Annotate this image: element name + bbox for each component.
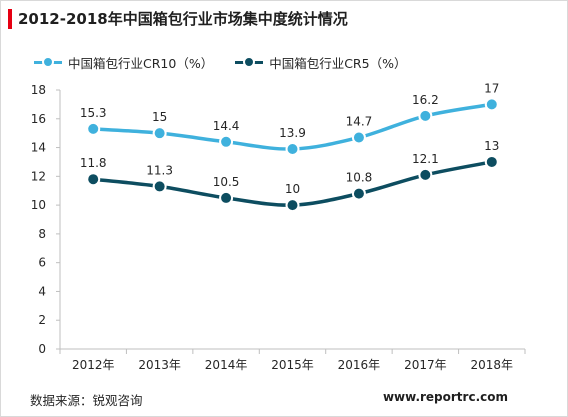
x-tick-label: 2013年 [138, 358, 181, 372]
data-point [152, 126, 167, 141]
y-tick-label: 2 [38, 313, 46, 327]
data-label: 17 [484, 81, 499, 95]
legend-swatch-cr10 [34, 56, 62, 68]
data-point [285, 198, 300, 213]
data-label: 10 [285, 182, 300, 196]
data-label: 11.3 [146, 163, 173, 177]
data-label: 13 [484, 139, 499, 153]
data-point [484, 97, 499, 112]
y-tick-label: 16 [31, 112, 46, 126]
y-tick-label: 0 [38, 342, 46, 356]
data-label: 14.4 [213, 119, 240, 133]
data-point [484, 154, 499, 169]
x-tick-label: 2018年 [471, 358, 514, 372]
x-tick-label: 2016年 [338, 358, 381, 372]
data-point [219, 190, 234, 205]
data-label: 12.1 [412, 152, 439, 166]
data-point [219, 134, 234, 149]
data-label: 15 [152, 110, 167, 124]
y-tick-label: 6 [38, 256, 46, 270]
data-point [285, 141, 300, 156]
data-point [351, 130, 366, 145]
legend-label-cr10: 中国箱包行业CR10（%） [68, 55, 214, 71]
data-point [418, 108, 433, 123]
data-label: 16.2 [412, 93, 439, 107]
data-label: 10.8 [346, 171, 373, 185]
legend-item-cr10: 中国箱包行业CR10（%） [34, 53, 213, 72]
y-tick-label: 4 [38, 284, 46, 298]
source-note: 数据来源：锐观咨询 [30, 393, 143, 408]
legend: 中国箱包行业CR10（%） 中国箱包行业CR5（%） [34, 52, 406, 72]
data-label: 15.3 [80, 106, 107, 120]
x-tick-label: 2014年 [205, 358, 248, 372]
chart-title: 2012-2018年中国箱包行业市场集中度统计情况 [18, 10, 348, 28]
title-accent-bar [8, 9, 12, 29]
data-point [86, 172, 101, 187]
y-tick-label: 14 [31, 141, 46, 155]
y-tick-label: 10 [31, 198, 46, 212]
data-label: 10.5 [213, 175, 240, 189]
legend-item-cr5: 中国箱包行业CR5（%） [235, 53, 406, 72]
x-tick-label: 2012年 [72, 358, 115, 372]
data-point [351, 186, 366, 201]
x-tick-label: 2015年 [271, 358, 314, 372]
data-point [152, 179, 167, 194]
data-label: 13.9 [279, 126, 306, 140]
data-point [86, 121, 101, 136]
legend-label-cr5: 中国箱包行业CR5（%） [269, 55, 407, 71]
y-tick-label: 18 [31, 83, 46, 97]
data-label: 14.7 [346, 114, 373, 128]
y-tick-label: 8 [38, 227, 46, 241]
data-point [418, 167, 433, 182]
website-link[interactable]: www.reportrc.com [382, 390, 508, 404]
x-tick-label: 2017年 [404, 358, 447, 372]
data-label: 11.8 [80, 156, 107, 170]
legend-swatch-cr5 [235, 56, 264, 68]
y-tick-label: 12 [31, 169, 46, 183]
